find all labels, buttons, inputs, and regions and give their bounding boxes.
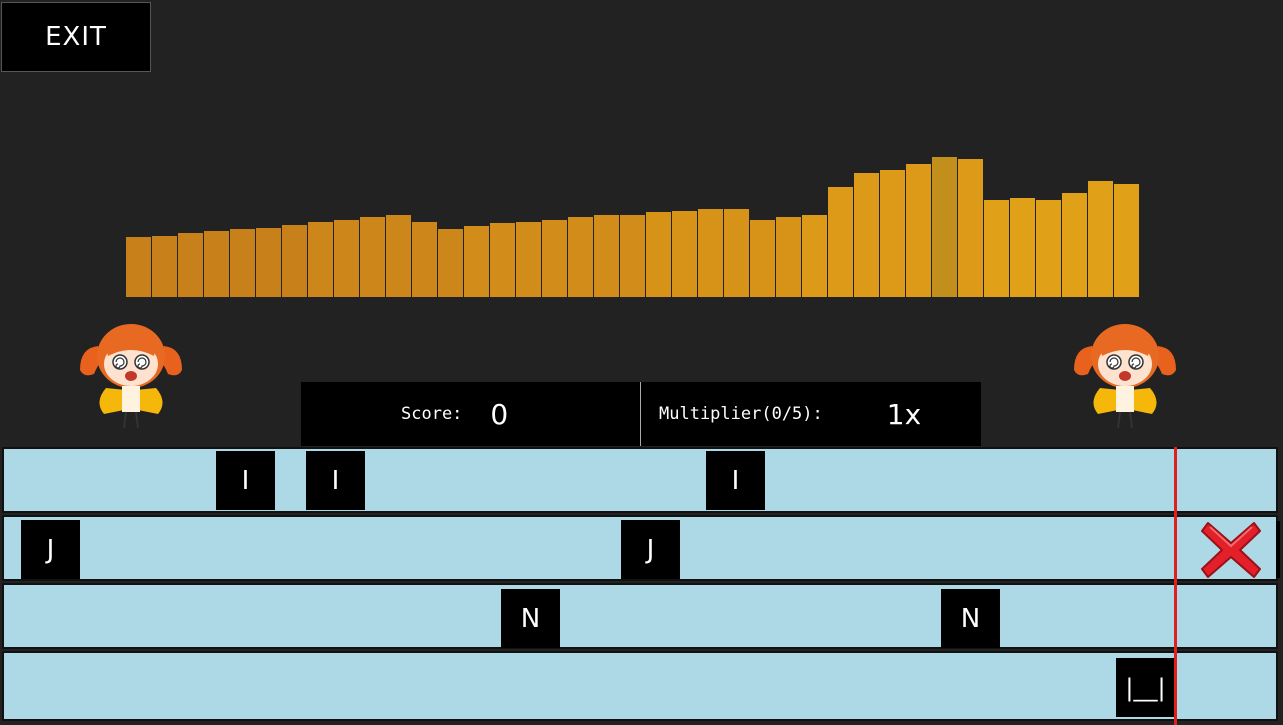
visualizer-bar xyxy=(256,228,281,297)
multiplier-label: Multiplier(0/5): xyxy=(659,404,823,424)
visualizer-bar xyxy=(932,157,957,297)
visualizer-bar xyxy=(516,222,541,297)
note-key: I xyxy=(706,451,765,510)
visualizer-bar xyxy=(1010,198,1035,297)
visualizer-bar xyxy=(542,220,567,297)
visualizer-bar xyxy=(646,212,671,297)
visualizer-bar xyxy=(152,236,177,297)
visualizer-bar xyxy=(750,220,775,297)
visualizer-bar xyxy=(204,231,229,297)
visualizer-bar xyxy=(906,164,931,297)
note-key: J xyxy=(21,520,80,579)
visualizer-bar xyxy=(672,211,697,297)
exit-button[interactable]: EXIT xyxy=(1,2,151,72)
visualizer-bar xyxy=(1088,181,1113,297)
track-edge-marker xyxy=(1276,521,1280,578)
note-track xyxy=(2,447,1278,513)
visualizer-bar xyxy=(594,215,619,297)
visualizer-bar xyxy=(308,222,333,297)
hit-line xyxy=(1174,447,1177,725)
chibi-girl-icon xyxy=(80,324,182,429)
score-value: 0 xyxy=(490,397,509,431)
visualizer-bar xyxy=(178,233,203,297)
red-x-icon xyxy=(1201,522,1261,578)
visualizer-bar xyxy=(698,209,723,297)
visualizer-bar xyxy=(828,187,853,297)
visualizer-bar xyxy=(438,229,463,297)
multiplier-panel: Multiplier(0/5): 1x xyxy=(641,382,981,446)
note-key: N xyxy=(941,589,1000,648)
note-key: N xyxy=(501,589,560,648)
note-key: J xyxy=(621,520,680,579)
visualizer-bar xyxy=(776,217,801,297)
visualizer-bar xyxy=(126,237,151,297)
visualizer-bar xyxy=(230,229,255,297)
visualizer-bar xyxy=(282,225,307,297)
visualizer-bar xyxy=(958,159,983,297)
visualizer-bar xyxy=(724,209,749,297)
visualizer-bar xyxy=(802,215,827,297)
audio-visualizer xyxy=(126,140,1142,297)
score-label: Score: xyxy=(401,404,463,424)
visualizer-bar xyxy=(1062,193,1087,297)
score-panel: Score: 0 xyxy=(301,382,641,446)
chibi-girl-icon xyxy=(1074,324,1176,429)
scoreboard: Score: 0 Multiplier(0/5): 1x xyxy=(301,382,981,446)
visualizer-bar xyxy=(880,170,905,297)
visualizer-bar xyxy=(412,222,437,297)
note-key: I xyxy=(306,451,365,510)
multiplier-value: 1x xyxy=(886,397,922,431)
note-track xyxy=(2,583,1278,649)
note-key: I xyxy=(216,451,275,510)
visualizer-bar xyxy=(490,223,515,297)
visualizer-bar xyxy=(854,173,879,297)
visualizer-bar xyxy=(984,200,1009,297)
visualizer-bar xyxy=(386,215,411,297)
visualizer-bar xyxy=(620,215,645,297)
note-track xyxy=(2,651,1278,721)
visualizer-bar xyxy=(1036,200,1061,297)
visualizer-bar xyxy=(568,217,593,297)
note-key-space: |__| xyxy=(1116,658,1175,717)
visualizer-bar xyxy=(334,220,359,297)
visualizer-bar xyxy=(1114,184,1139,297)
visualizer-bar xyxy=(464,226,489,297)
visualizer-bar xyxy=(360,217,385,297)
